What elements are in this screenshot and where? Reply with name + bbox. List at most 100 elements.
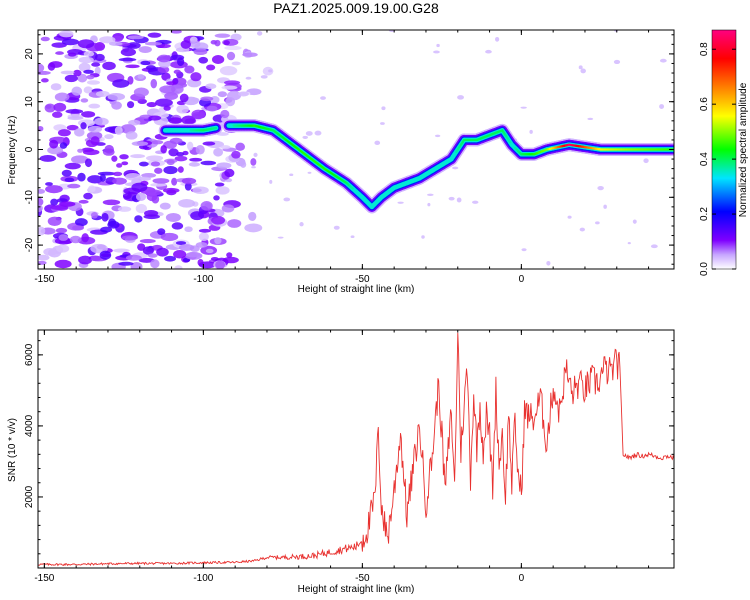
colorbar-tick-label: 0.2 (699, 207, 710, 221)
noise-blob (235, 142, 246, 151)
noise-blob (55, 244, 70, 253)
noise-blob (38, 204, 43, 213)
noise-blob (299, 222, 304, 227)
noise-blob (221, 204, 235, 213)
noise-blob (100, 253, 111, 258)
noise-blob (226, 51, 236, 61)
noise-blob (160, 145, 167, 154)
noise-blob (49, 139, 59, 149)
noise-blob (214, 182, 225, 187)
noise-blob (211, 215, 226, 225)
noise-blob (60, 70, 75, 75)
noise-blob (154, 167, 163, 174)
noise-blob (57, 129, 71, 137)
noise-blob (175, 241, 187, 245)
noise-blob (193, 48, 208, 56)
noise-blob (333, 225, 340, 230)
noise-blob (157, 66, 170, 74)
noise-blob (174, 265, 183, 269)
noise-blob (54, 259, 72, 269)
noise-blob (434, 134, 441, 138)
noise-blob (187, 141, 194, 151)
noise-blob (421, 235, 425, 239)
noise-blob (277, 236, 284, 239)
noise-blob (643, 158, 649, 164)
noise-blob (214, 33, 231, 38)
noise-blob (64, 162, 81, 170)
noise-blob (190, 72, 202, 82)
noise-blob (100, 226, 113, 233)
noise-blob (397, 201, 404, 204)
noise-blob (52, 111, 63, 118)
noise-blob (146, 101, 157, 108)
noise-blob (144, 189, 162, 196)
noise-blob (190, 97, 200, 102)
noise-blob (202, 141, 216, 146)
snr-ticks: -150 -100 -50 0 2000 4000 6000 (24, 330, 674, 584)
noise-blob (58, 234, 69, 241)
noise-blob (302, 135, 308, 139)
noise-blob (168, 148, 179, 157)
noise-blob (224, 168, 235, 178)
noise-blob (86, 80, 100, 85)
noise-blob (87, 125, 103, 133)
noise-blob (180, 40, 191, 49)
noise-blob (224, 80, 241, 85)
noise-blob (205, 248, 214, 254)
noise-blob (166, 159, 175, 166)
noise-blob (188, 40, 201, 48)
noise-blob (97, 171, 116, 176)
noise-blob (94, 117, 109, 126)
noise-blob (305, 131, 313, 136)
noise-blob (177, 57, 185, 67)
noise-blob (627, 241, 631, 245)
noise-blob (168, 117, 183, 124)
noise-blob (160, 232, 179, 242)
noise-blob (579, 227, 586, 232)
noise-blob (86, 74, 95, 80)
noise-blob (650, 244, 658, 249)
noise-blob (546, 260, 551, 266)
noise-blob (567, 215, 572, 219)
noise-blob (38, 254, 50, 261)
noise-blob (135, 192, 147, 201)
noise-blob (224, 45, 242, 51)
noise-blob (150, 182, 167, 187)
noise-blob (102, 199, 121, 206)
noise-blob (118, 261, 134, 266)
noise-blob (262, 66, 274, 76)
noise-blob (147, 253, 158, 258)
colorbar-tick-label: 0.8 (699, 42, 710, 56)
noise-blob (40, 36, 50, 42)
noise-blob (211, 55, 225, 64)
noise-blob (59, 30, 74, 38)
noise-blob (521, 248, 527, 252)
noise-blob (49, 61, 63, 68)
noise-blob (84, 158, 93, 168)
noise-blob (162, 187, 180, 194)
noise-blob (219, 66, 238, 76)
noise-blob (147, 32, 162, 38)
noise-blob (102, 61, 116, 71)
noise-blob (125, 254, 142, 261)
noise-blob (83, 51, 95, 57)
noise-blob (87, 175, 103, 184)
noise-blob (452, 166, 459, 170)
noise-blob (55, 227, 68, 234)
noise-blob (179, 93, 189, 103)
noise-blob (133, 87, 149, 97)
noise-blob (90, 211, 98, 219)
noise-blob (176, 104, 189, 114)
x-tick-label: -100 (193, 573, 213, 584)
noise-blob (80, 98, 89, 103)
noise-blob (578, 65, 583, 70)
noise-blob (220, 145, 231, 150)
noise-blob (472, 200, 479, 204)
noise-blob (126, 101, 135, 109)
noise-blob (240, 161, 247, 168)
noise-blob (72, 225, 84, 231)
y-tick-label: 20 (24, 48, 35, 60)
x-tick-label: 0 (519, 573, 525, 584)
noise-blob (43, 248, 57, 256)
